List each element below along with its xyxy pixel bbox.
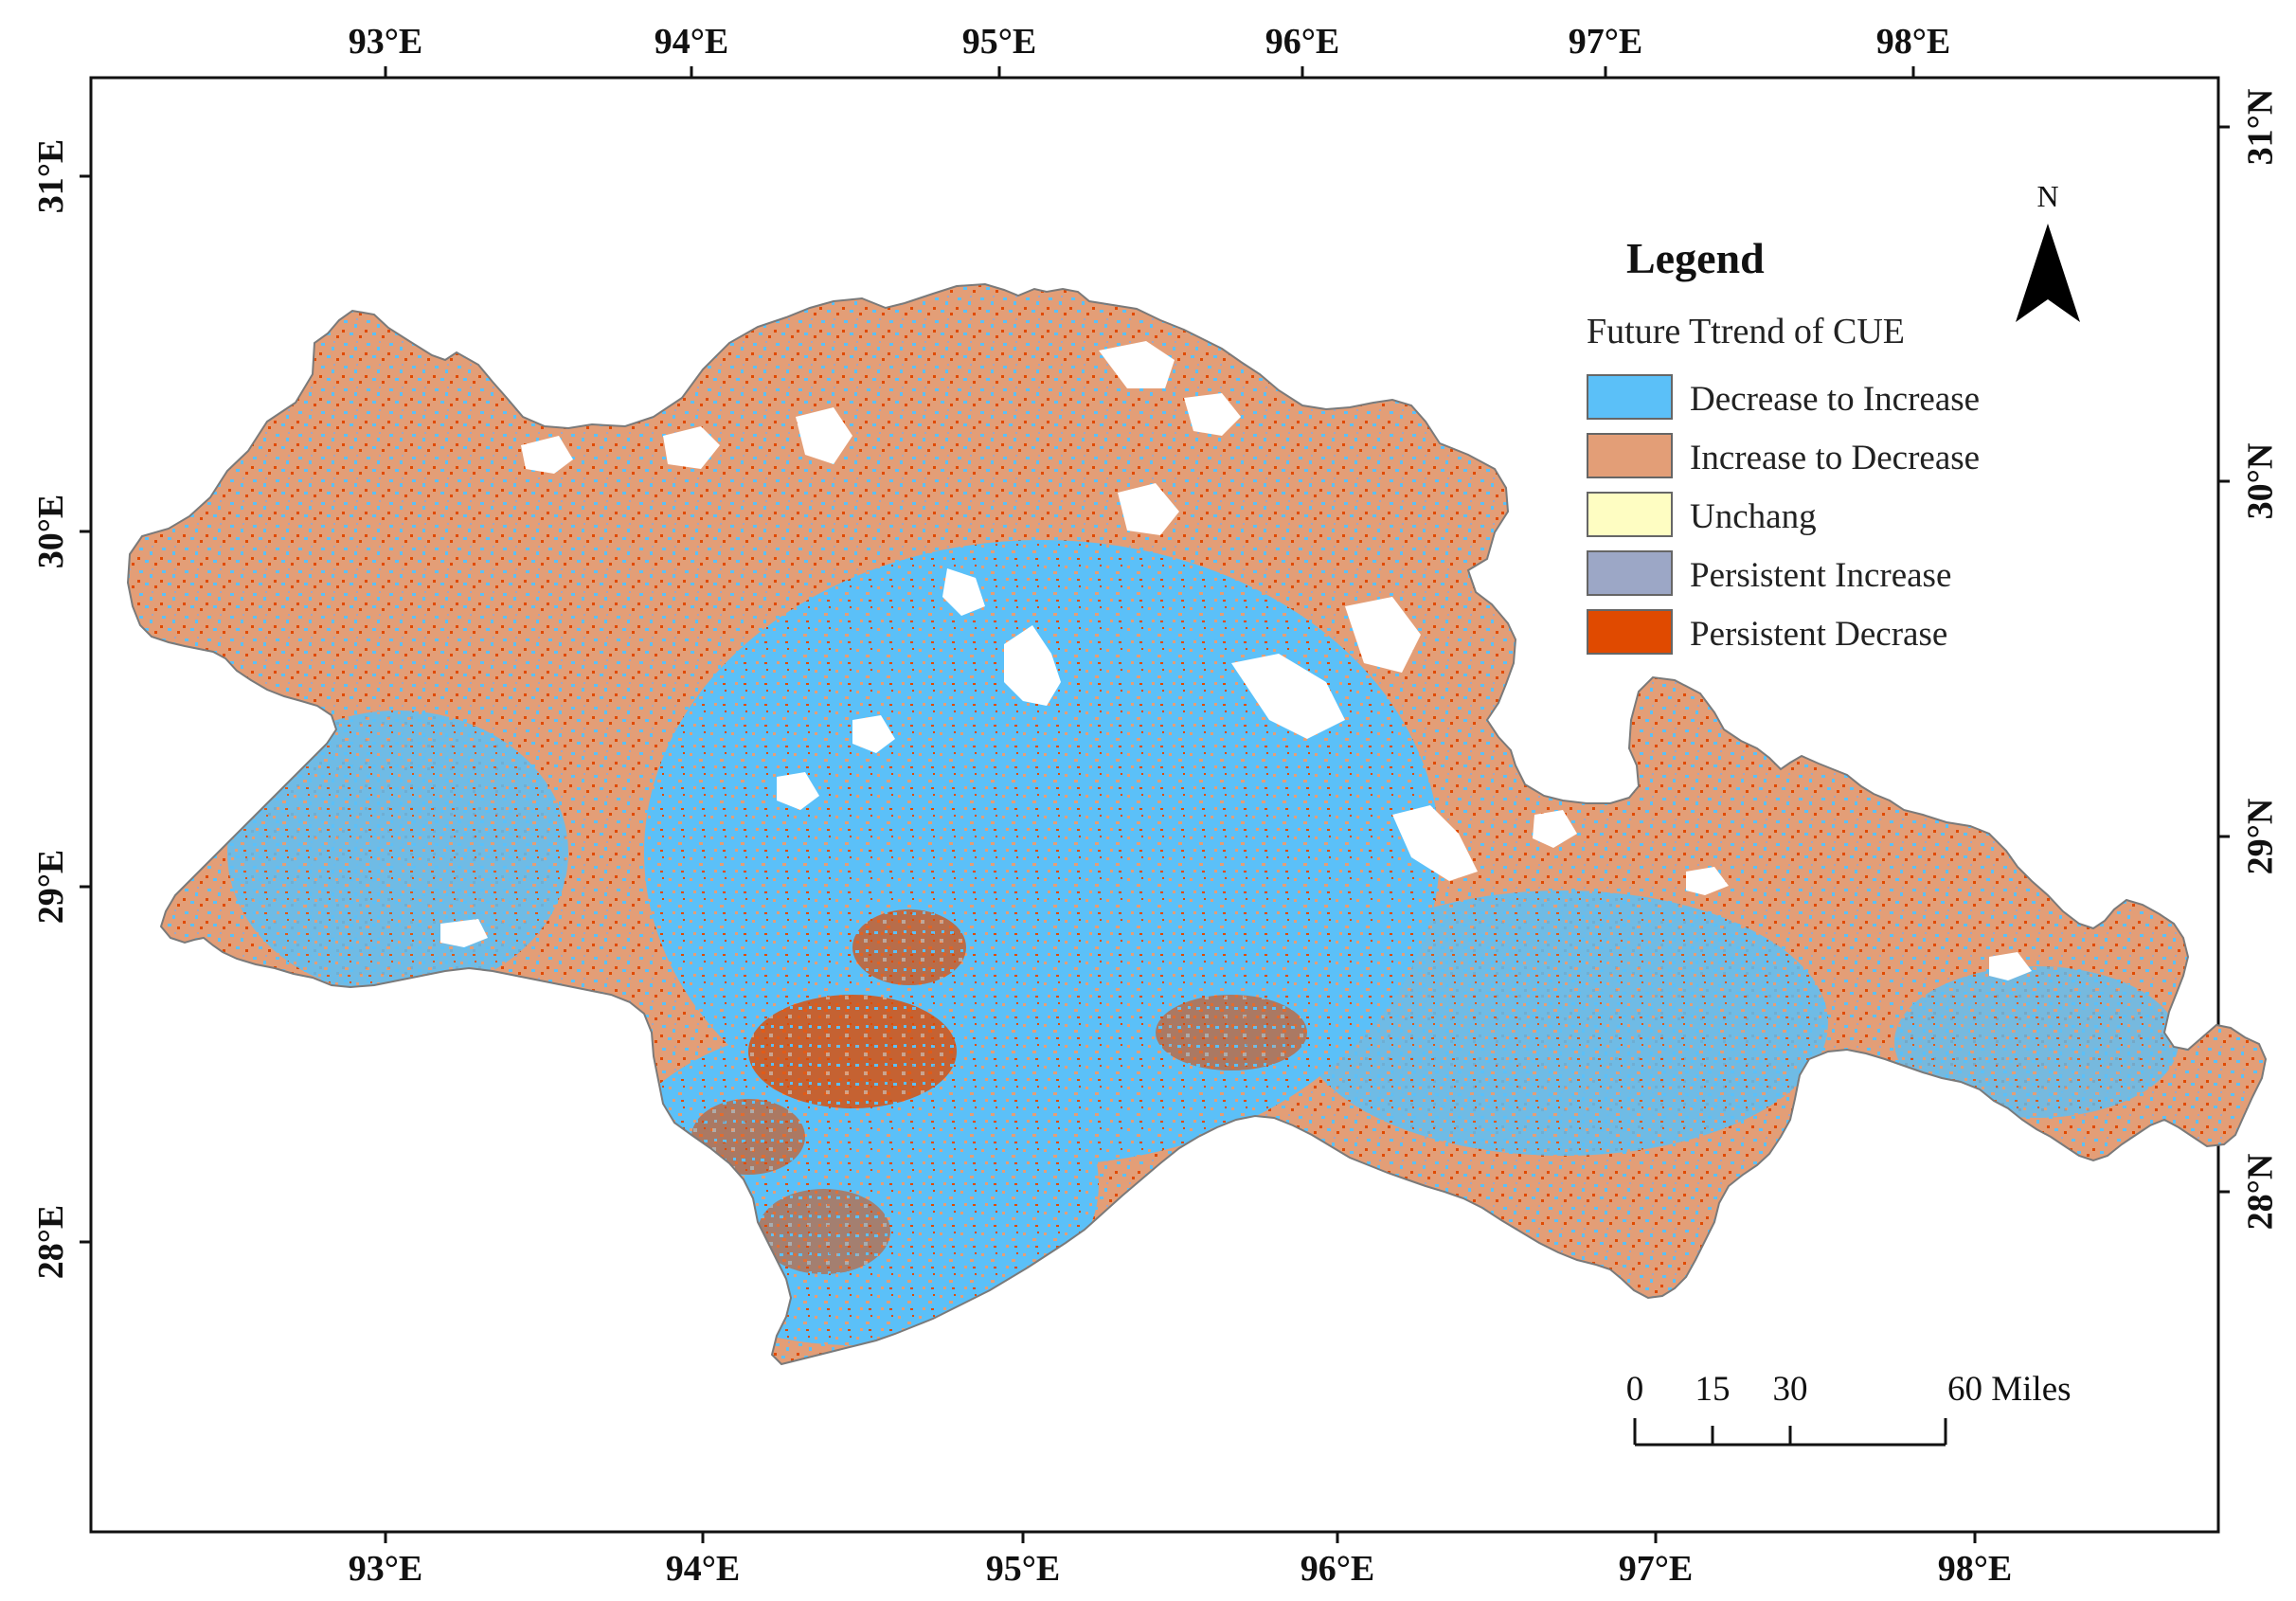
tick-marks [80, 66, 2230, 1543]
legend-label: Persistent Decrase [1690, 615, 1947, 654]
bottom-axis-labels: 93°E 94°E 95°E 96°E 97°E 98°E [349, 1549, 2013, 1589]
scale-label: 0 [1626, 1370, 1644, 1409]
north-arrow-icon [2016, 224, 2080, 322]
right-tick-label: 28°N [2240, 1154, 2280, 1231]
bottom-tick-label: 94°E [666, 1549, 741, 1589]
scale-bar: 0 15 30 60 Miles [1626, 1370, 2072, 1447]
legend-swatch-increase-to-decrease [1587, 433, 1673, 478]
region-outline [126, 282, 2268, 1366]
legend-title: Legend [1626, 234, 1765, 282]
legend: Legend Future Ttrend of CUE Decrease to … [1587, 234, 1980, 655]
zone-persistent-decrease-2 [852, 909, 966, 985]
left-tick-label: 29°E [31, 850, 71, 925]
left-tick-label: 28°E [31, 1205, 71, 1280]
zone-persistent-decrease-1 [748, 995, 957, 1108]
top-axis-labels: 93°E 94°E 95°E 96°E 97°E 98°E [349, 22, 1951, 62]
legend-label: Increase to Decrease [1690, 439, 1980, 477]
scale-label: 30 [1773, 1370, 1808, 1409]
legend-swatch-persistent-increase [1587, 550, 1673, 596]
scale-label: 60 Miles [1947, 1370, 2072, 1409]
no-data-areas [440, 341, 2032, 980]
top-tick-label: 93°E [349, 22, 423, 62]
top-tick-label: 94°E [655, 22, 729, 62]
left-axis-labels: 31°E 30°E 29°E 28°E [31, 139, 71, 1280]
legend-swatch-unchang [1587, 492, 1673, 537]
top-tick-label: 96°E [1265, 22, 1340, 62]
bottom-tick-label: 97°E [1619, 1549, 1694, 1589]
right-tick-label: 29°N [2240, 799, 2280, 875]
right-axis-labels: 31°N 30°N 29°N 28°N [2240, 89, 2280, 1231]
bottom-tick-label: 98°E [1938, 1549, 2013, 1589]
bottom-tick-label: 95°E [986, 1549, 1061, 1589]
bottom-tick-label: 93°E [349, 1549, 423, 1589]
right-tick-label: 31°N [2240, 89, 2280, 166]
zone-decrease-to-increase-far-east [1894, 966, 2179, 1118]
top-tick-label: 95°E [962, 22, 1037, 62]
legend-subtitle: Future Ttrend of CUE [1587, 312, 1905, 351]
legend-swatch-decrease-to-increase [1587, 374, 1673, 420]
scale-label: 15 [1695, 1370, 1731, 1409]
zone-decrease-to-increase-west [227, 711, 568, 995]
top-tick-label: 97°E [1569, 22, 1643, 62]
legend-label: Persistent Increase [1690, 556, 1951, 595]
bottom-tick-label: 96°E [1300, 1549, 1375, 1589]
map-frame [89, 76, 2220, 1534]
legend-label: Decrease to Increase [1690, 380, 1980, 419]
north-label: N [2036, 179, 2058, 213]
legend-swatch-persistent-decrease [1587, 609, 1673, 655]
scale-bar-line [1633, 1418, 1947, 1447]
legend-label: Unchang [1690, 497, 1817, 536]
zone-persistent-decrease-5 [758, 1189, 890, 1274]
left-tick-label: 31°E [31, 139, 71, 214]
zone-persistent-decrease-3 [1156, 995, 1307, 1070]
left-tick-label: 30°E [31, 495, 71, 569]
right-tick-label: 30°N [2240, 443, 2280, 520]
top-tick-label: 98°E [1876, 22, 1951, 62]
zone-persistent-decrease-4 [691, 1099, 805, 1175]
zone-decrease-to-increase-east [1298, 890, 1828, 1156]
north-arrow: N [2016, 179, 2080, 322]
